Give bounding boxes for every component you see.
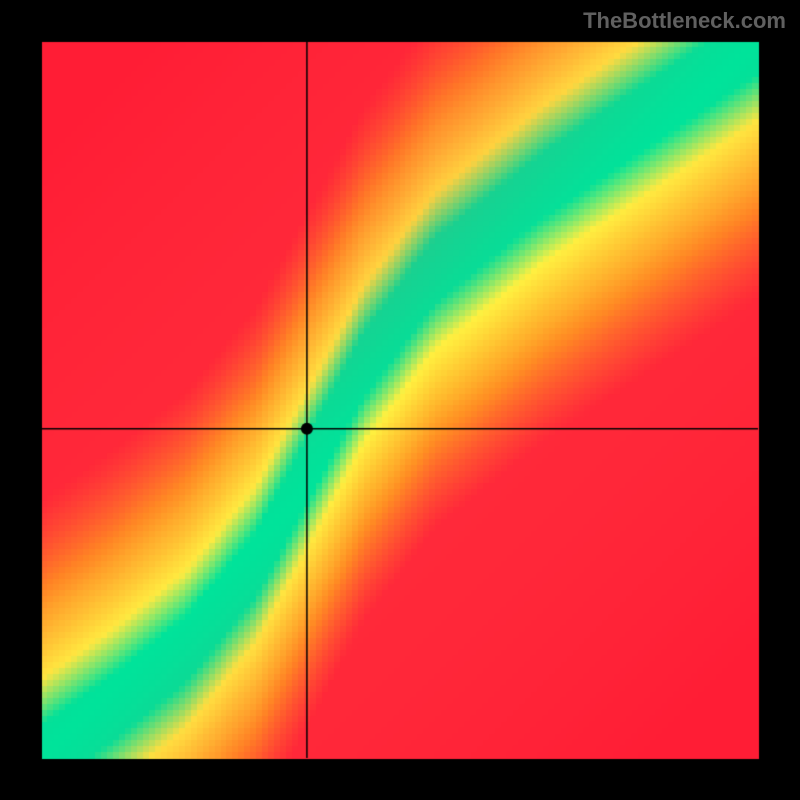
watermark-text: TheBottleneck.com xyxy=(583,8,786,34)
bottleneck-heatmap xyxy=(0,0,800,800)
